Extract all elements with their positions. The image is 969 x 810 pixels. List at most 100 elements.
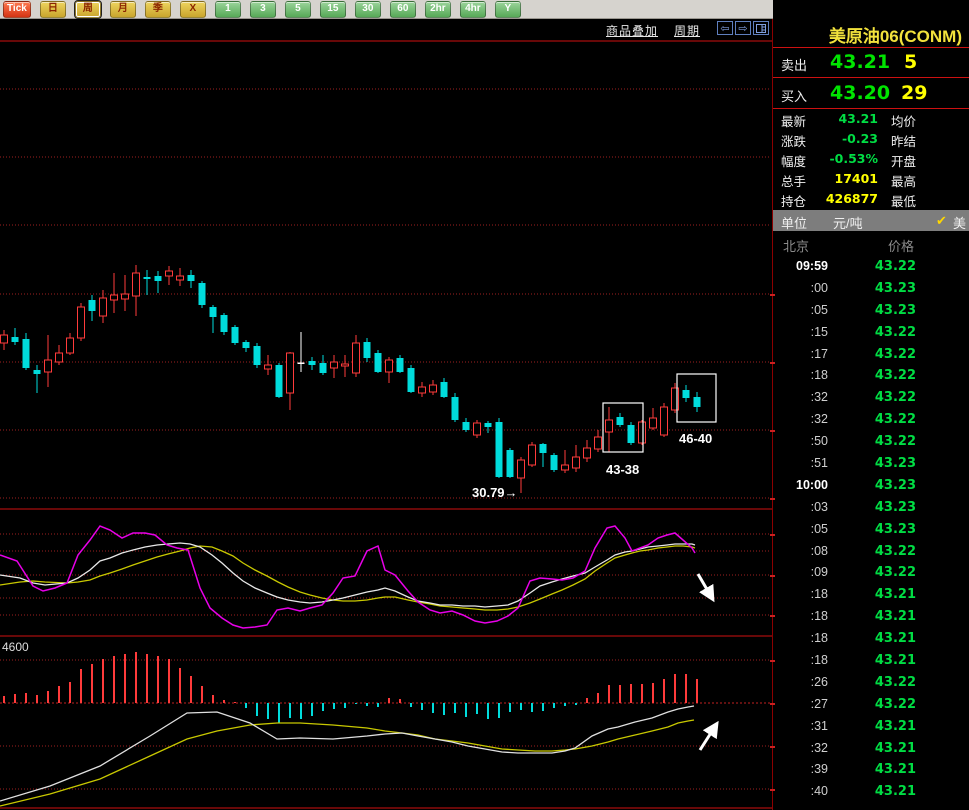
annotation-box — [602, 402, 644, 453]
period-toolbar: Tick 日周月季 X 1 3 5 15 30 60 2hr 4hr Y — [0, 0, 969, 19]
prev-arrow-icon[interactable]: ⇦ — [717, 21, 733, 35]
ask-label: 卖出 — [781, 58, 808, 73]
tick-list[interactable]: 09:59 43.22:00 43.23:05 43.23:15 43.22:17 43.… — [773, 256, 969, 803]
tick-price: 43.22 — [874, 259, 916, 274]
candle-body-down — [22, 339, 30, 368]
candle-body-down — [209, 307, 217, 317]
candle-body-up — [264, 364, 272, 370]
info-value: -0.23 — [841, 131, 878, 146]
low-price-label: 30.79→ — [472, 485, 518, 500]
candle-body-up — [385, 359, 393, 373]
tick-row: :26 43.22 — [773, 672, 969, 694]
tick-time: :18 — [810, 631, 828, 646]
tick-time: :18 — [810, 609, 828, 624]
tick-row: :18 43.21 — [773, 584, 969, 606]
toolbar-button-1[interactable]: 1 — [214, 0, 241, 18]
annotation-box — [676, 373, 717, 423]
candle-body-up — [528, 444, 536, 466]
candle-body-up — [110, 294, 118, 301]
info-value: 426877 — [825, 191, 878, 206]
tick-row: :51 43.23 — [773, 453, 969, 475]
annotation-arrow — [698, 720, 719, 751]
unit-check-label: 美 — [953, 216, 967, 231]
toolbar-button-2hr[interactable]: 2hr — [424, 0, 451, 18]
kdj-j-line — [0, 545, 696, 611]
toolbar-button-4hr[interactable]: 4hr — [459, 0, 486, 18]
tick-row: :31 43.21 — [773, 716, 969, 738]
menu-period-link[interactable]: 周期 — [674, 24, 701, 38]
tick-col-time: 北京 — [783, 239, 810, 254]
split-window-icon[interactable] — [753, 21, 769, 35]
candle-body-up — [572, 456, 580, 469]
toolbar-button-X[interactable]: X — [179, 0, 206, 18]
toolbar-button-15[interactable]: 15 — [319, 0, 346, 18]
candle-body-down — [143, 277, 151, 279]
separator-tick — [770, 294, 775, 296]
tick-row: :03 43.23 — [773, 497, 969, 519]
toolbar-button-5[interactable]: 5 — [284, 0, 311, 18]
info-label-right: 开盘 — [891, 155, 917, 169]
candle-body-down — [253, 346, 261, 365]
info-row: 幅度 -0.53% 开盘 — [773, 149, 969, 169]
candle-body-down — [319, 363, 327, 373]
tick-price: 43.21 — [874, 631, 916, 647]
toolbar-button-30[interactable]: 30 — [354, 0, 381, 18]
separator-tick — [770, 362, 775, 364]
candle-body-up — [55, 352, 63, 363]
tick-row: :18 43.21 — [773, 650, 969, 672]
candle-body-down — [88, 300, 96, 311]
tick-price: 43.23 — [874, 521, 916, 537]
tick-time: :18 — [810, 368, 828, 383]
tick-price: 43.22 — [874, 696, 916, 712]
candle-body-up — [286, 352, 294, 394]
candle-body-down — [616, 417, 624, 425]
info-row: 涨跌 -0.23 昨结 — [773, 129, 969, 149]
separator-tick — [770, 703, 775, 705]
toolbar-button-60[interactable]: 60 — [389, 0, 416, 18]
menu-overlay-link[interactable]: 商品叠加 — [606, 24, 659, 38]
tick-time: 10:00 — [796, 477, 828, 492]
tick-price: 43.21 — [874, 740, 916, 756]
tick-row: :39 43.21 — [773, 759, 969, 781]
tick-price: 43.22 — [874, 346, 916, 362]
toolbar-button-日[interactable]: 日 — [39, 0, 66, 18]
split-window-glyph — [756, 23, 766, 33]
separator-tick — [770, 746, 775, 748]
candle-body-up — [132, 272, 140, 297]
toolbar-button-Tick[interactable]: Tick — [3, 0, 31, 18]
next-arrow-icon[interactable]: ⇨ — [735, 21, 751, 35]
toolbar-button-3[interactable]: 3 — [249, 0, 276, 18]
ask-row: 卖出 43.21 5 — [773, 48, 969, 77]
bid-price: 43.20 — [830, 82, 891, 104]
chart-canvas[interactable]: 43-38 46-40 30.79→ 4600 — [0, 0, 773, 810]
tick-time: :18 — [810, 587, 828, 602]
candle-body-up — [418, 386, 426, 394]
toolbar-button-Y[interactable]: Y — [494, 0, 521, 18]
candle-body-down — [11, 337, 19, 342]
unit-label: 单位 — [781, 216, 808, 231]
tick-time: :05 — [810, 302, 828, 317]
toolbar-button-月[interactable]: 月 — [109, 0, 136, 18]
tick-time: :09 — [810, 565, 828, 580]
bid-label: 买入 — [781, 89, 808, 104]
candle-body-down — [374, 353, 382, 372]
candle-body-down — [693, 397, 701, 407]
tick-list-header: 北京 价格 — [773, 233, 969, 255]
tick-price: 43.22 — [874, 543, 916, 559]
toolbar-button-季[interactable]: 季 — [144, 0, 171, 18]
candle-body-down — [220, 315, 228, 332]
separator-tick — [770, 660, 775, 662]
tick-price: 43.23 — [874, 499, 916, 515]
candle-body-up — [594, 436, 602, 450]
tick-time: :32 — [810, 412, 828, 427]
tick-row: :05 43.23 — [773, 300, 969, 322]
check-icon[interactable]: ✔ — [936, 213, 947, 228]
tick-price: 43.21 — [874, 762, 916, 778]
tick-row: :17 43.22 — [773, 344, 969, 366]
tick-row: :08 43.22 — [773, 541, 969, 563]
bid-row: 买入 43.20 29 — [773, 78, 969, 107]
ask-size: 5 — [904, 51, 918, 73]
candle-body-up — [330, 361, 338, 369]
info-value: 17401 — [834, 171, 879, 186]
toolbar-button-周[interactable]: 周 — [73, 0, 102, 19]
